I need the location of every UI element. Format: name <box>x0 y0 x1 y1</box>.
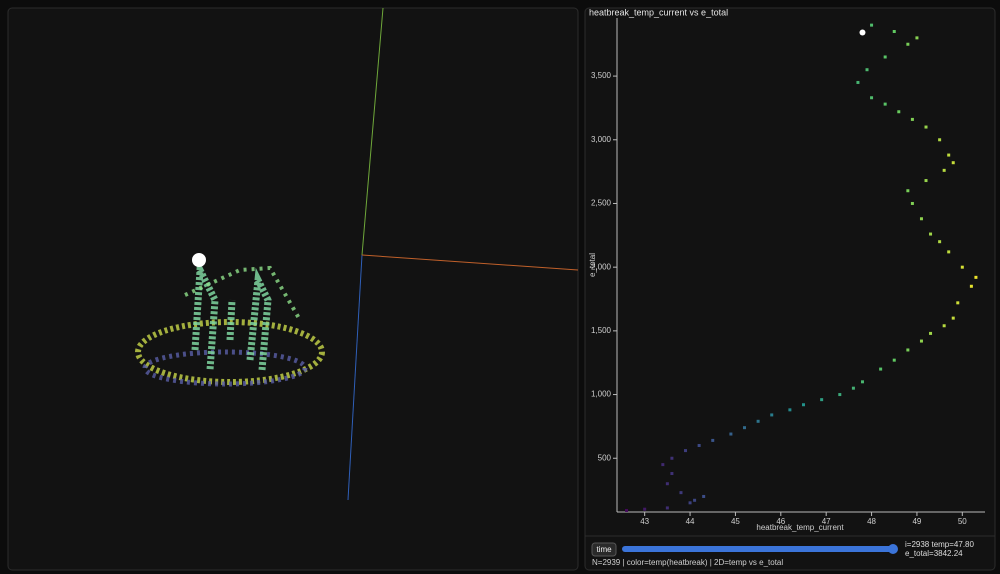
y-tick-label: 3,500 <box>591 71 612 80</box>
slider-track[interactable] <box>622 546 894 552</box>
point <box>665 482 669 486</box>
point <box>951 161 955 165</box>
current-point <box>859 29 866 36</box>
button-label[interactable]: time <box>596 545 612 554</box>
slider-knob[interactable] <box>888 544 898 554</box>
x-tick-label: 50 <box>958 517 967 526</box>
point <box>688 501 692 505</box>
point <box>693 498 697 502</box>
readout-line: e_total=3842.24 <box>905 549 963 558</box>
x-tick-label: 49 <box>912 517 921 526</box>
point <box>838 393 842 397</box>
y-tick-label: 500 <box>598 453 612 462</box>
y-tick-label: 3,000 <box>591 135 612 144</box>
point <box>906 42 910 46</box>
point <box>919 339 923 343</box>
point <box>942 168 946 172</box>
y-tick-label: 1,000 <box>591 390 612 399</box>
current-point-3d <box>192 253 206 267</box>
point <box>892 30 896 34</box>
point <box>801 403 805 407</box>
point <box>938 138 942 142</box>
point <box>697 444 701 448</box>
point <box>883 102 887 106</box>
axis-z-3d <box>347 254 363 501</box>
point <box>906 189 910 193</box>
y-tick-label: 2,000 <box>591 262 612 271</box>
point <box>924 125 928 129</box>
chart-panel <box>584 7 996 571</box>
point <box>897 110 901 114</box>
axis-y-3d <box>361 7 384 256</box>
point <box>870 23 874 27</box>
readout-line: i=2938 temp=47.80 <box>905 540 974 549</box>
y-tick-label: 2,500 <box>591 199 612 208</box>
point <box>910 117 914 121</box>
point <box>951 316 955 320</box>
x-tick-label: 47 <box>822 517 831 526</box>
point <box>670 472 674 476</box>
point <box>892 358 896 362</box>
point <box>860 380 864 384</box>
point <box>906 348 910 352</box>
chart-title: heatbreak_temp_current vs e_total <box>589 7 728 17</box>
y-tick-label: 1,500 <box>591 326 612 335</box>
time-button[interactable] <box>591 542 617 557</box>
point <box>960 265 964 269</box>
3d-scene <box>135 7 579 501</box>
point <box>661 463 665 467</box>
point <box>969 284 973 288</box>
point <box>938 240 942 244</box>
point <box>915 36 919 40</box>
x-tick-label: 46 <box>776 517 785 526</box>
point <box>729 432 733 436</box>
point <box>883 55 887 59</box>
point <box>856 80 860 84</box>
point <box>788 408 792 412</box>
axis-x-3d <box>361 254 579 271</box>
point-ring <box>135 319 325 385</box>
point <box>670 456 674 460</box>
x-tick-label: 48 <box>867 517 876 526</box>
point <box>924 179 928 183</box>
point <box>956 301 960 305</box>
point <box>974 275 978 279</box>
point <box>679 491 683 495</box>
point <box>625 508 629 512</box>
y-axis-label: e_total <box>588 253 597 277</box>
point <box>743 426 747 430</box>
point <box>919 217 923 221</box>
point <box>702 494 706 498</box>
3d-view[interactable] <box>7 7 579 571</box>
point <box>870 96 874 100</box>
point <box>684 449 688 453</box>
point-ring <box>142 349 308 387</box>
point <box>756 419 760 423</box>
point <box>947 250 951 254</box>
point-trail <box>184 265 302 321</box>
x-axis-label: heatbreak_temp_current <box>756 523 844 532</box>
point <box>851 386 855 390</box>
point <box>770 413 774 417</box>
point <box>865 68 869 72</box>
plot-area: 500 1,000 1,500 2,000 2,500 3,000 3,500 43 44 45 4… <box>591 23 978 526</box>
point <box>665 506 669 510</box>
point <box>910 201 914 205</box>
x-tick-label: 45 <box>731 517 740 526</box>
status-text: N=2939 | color=temp(heatbreak) | 2D=temp… <box>592 558 783 567</box>
point <box>929 331 933 335</box>
point <box>643 507 647 511</box>
point <box>820 398 824 402</box>
x-tick-label: 44 <box>686 517 695 526</box>
point <box>711 438 715 442</box>
point <box>947 153 951 157</box>
point <box>929 232 933 236</box>
point <box>879 367 883 371</box>
point <box>942 324 946 328</box>
x-tick-label: 43 <box>640 517 649 526</box>
